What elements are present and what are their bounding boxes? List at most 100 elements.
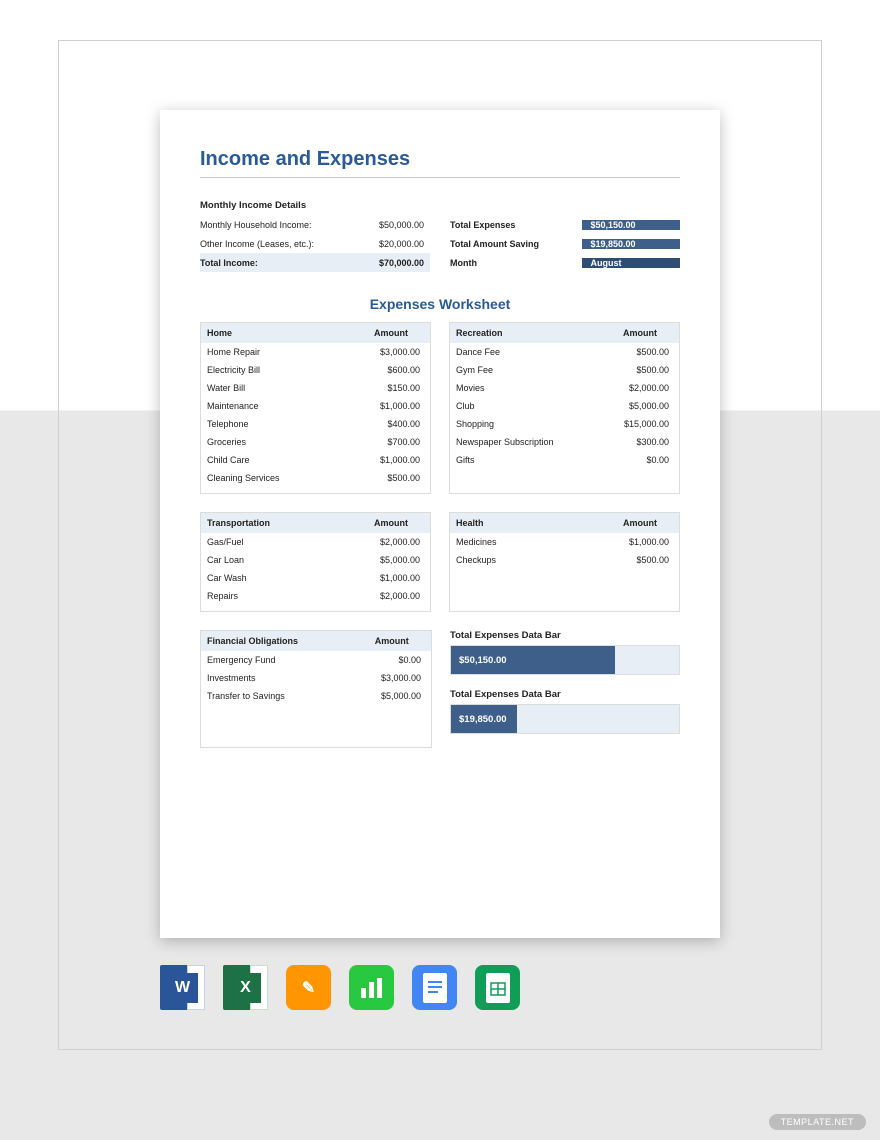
tables-row-1: HomeAmountHome Repair$3,000.00Electricit… (200, 322, 680, 494)
table-cell-value: $5,000.00 (345, 555, 430, 565)
table-cell-value: $5,000.00 (594, 401, 679, 411)
table-cell-label: Telephone (201, 419, 345, 429)
table-header-amount: Amount (352, 518, 430, 528)
table-cell-value: $500.00 (594, 555, 679, 565)
table-cell-value: $600.00 (345, 365, 430, 375)
expense-table: HealthAmountMedicines$1,000.00Checkups$5… (449, 512, 680, 612)
table-row: Telephone$400.00 (201, 415, 430, 433)
summary-row-label: Total Amount Saving (450, 239, 582, 249)
table-row: Car Loan$5,000.00 (201, 551, 430, 569)
table-cell-value: $2,000.00 (345, 591, 430, 601)
pages-icon[interactable]: ✎ (286, 965, 331, 1010)
numbers-icon[interactable] (349, 965, 394, 1010)
table-header-amount: Amount (601, 518, 679, 528)
income-total-row: Total Income: $70,000.00 (200, 253, 430, 272)
summary-row: Total Amount Saving$19,850.00 (450, 234, 680, 253)
table-row (450, 569, 679, 587)
table-cell-label: Movies (450, 383, 594, 393)
income-row-label: Monthly Household Income: (200, 220, 339, 230)
table-cell-value: $15,000.00 (594, 419, 679, 429)
table-row (450, 587, 679, 605)
table-cell-label: Dance Fee (450, 347, 594, 357)
summary-row-label: Total Expenses (450, 220, 582, 230)
table-cell-label: Child Care (201, 455, 345, 465)
excel-icon[interactable]: X (223, 965, 268, 1010)
summary-row: MonthAugust (450, 253, 680, 272)
tables-row-2: TransportationAmountGas/Fuel$2,000.00Car… (200, 512, 680, 612)
table-row: Home Repair$3,000.00 (201, 343, 430, 361)
google-sheets-icon[interactable] (475, 965, 520, 1010)
table-row: Groceries$700.00 (201, 433, 430, 451)
table-header: Financial ObligationsAmount (201, 631, 431, 651)
table-cell-label: Gym Fee (450, 365, 594, 375)
income-total-label: Total Income: (200, 258, 339, 268)
table-header-name: Transportation (201, 518, 352, 528)
table-financial-obligations: Financial ObligationsAmountEmergency Fun… (200, 630, 432, 748)
table-row: Car Wash$1,000.00 (201, 569, 430, 587)
table-cell-value: $2,000.00 (345, 537, 430, 547)
table-cell-label: Car Loan (201, 555, 345, 565)
table-row: Movies$2,000.00 (450, 379, 679, 397)
table-cell-value: $150.00 (345, 383, 430, 393)
income-row-value: $50,000.00 (339, 220, 430, 230)
table-header-name: Recreation (450, 328, 601, 338)
income-section: Monthly Income Details Monthly Household… (200, 200, 680, 272)
table-row: Emergency Fund$0.00 (201, 651, 431, 669)
income-row-value: $20,000.00 (339, 239, 430, 249)
expense-table: TransportationAmountGas/Fuel$2,000.00Car… (200, 512, 431, 612)
table-cell-value: $500.00 (594, 347, 679, 357)
table-header: RecreationAmount (450, 323, 679, 343)
word-icon[interactable]: W (160, 965, 205, 1010)
table-cell-label: Groceries (201, 437, 345, 447)
data-bar-track: $19,850.00 (450, 704, 680, 734)
watermark-badge: TEMPLATE.NET (769, 1114, 866, 1130)
table-cell-label: Car Wash (201, 573, 345, 583)
table-header-amount: Amount (353, 636, 431, 646)
table-cell-label: Emergency Fund (201, 655, 346, 665)
table-cell-value: $500.00 (594, 365, 679, 375)
data-bars-column: Total Expenses Data Bar$50,150.00Total E… (450, 630, 680, 748)
table-header: HomeAmount (201, 323, 430, 343)
table-cell-value: $2,000.00 (594, 383, 679, 393)
table-cell-value: $5,000.00 (346, 691, 431, 701)
table-cell-value: $1,000.00 (345, 401, 430, 411)
table-cell-empty (594, 591, 679, 601)
table-cell-label: Shopping (450, 419, 594, 429)
table-cell-empty (594, 473, 679, 483)
table-header-name: Health (450, 518, 601, 528)
table-cell-value: $0.00 (594, 455, 679, 465)
page-title: Income and Expenses (200, 148, 680, 171)
table-cell-label: Club (450, 401, 594, 411)
table-header-name: Financial Obligations (201, 636, 353, 646)
table-cell-empty (594, 573, 679, 583)
app-icons-row: WX ✎ (160, 965, 520, 1010)
table-cell-label: Gas/Fuel (201, 537, 345, 547)
table-cell-value: $3,000.00 (346, 673, 431, 683)
table-cell-empty (450, 591, 594, 601)
tables-row-3: Financial ObligationsAmountEmergency Fun… (200, 630, 680, 748)
table-row: Repairs$2,000.00 (201, 587, 430, 605)
table-header: TransportationAmount (201, 513, 430, 533)
table-cell-label: Repairs (201, 591, 345, 601)
table-header-amount: Amount (352, 328, 430, 338)
data-bar-fill: $19,850.00 (451, 705, 517, 733)
table-cell-label: Maintenance (201, 401, 345, 411)
worksheet-title: Expenses Worksheet (200, 296, 680, 312)
table-row: Checkups$500.00 (450, 551, 679, 569)
table-cell-label: Home Repair (201, 347, 345, 357)
table-header-amount: Amount (601, 328, 679, 338)
google-docs-icon[interactable] (412, 965, 457, 1010)
income-left: Monthly Income Details Monthly Household… (200, 200, 430, 272)
table-cell-label: Newspaper Subscription (450, 437, 594, 447)
table-cell-label: Gifts (450, 455, 594, 465)
table-row: Investments$3,000.00 (201, 669, 431, 687)
summary-right: . Total Expenses$50,150.00Total Amount S… (450, 200, 680, 272)
table-row: Transfer to Savings$5,000.00 (201, 687, 431, 705)
table-row: Shopping$15,000.00 (450, 415, 679, 433)
table-cell-value: $1,000.00 (345, 455, 430, 465)
table-row: Club$5,000.00 (450, 397, 679, 415)
income-row: Other Income (Leases, etc.):$20,000.00 (200, 234, 430, 253)
table-cell-label: Cleaning Services (201, 473, 345, 483)
summary-row-value: $19,850.00 (582, 239, 680, 249)
table-header-name: Home (201, 328, 352, 338)
